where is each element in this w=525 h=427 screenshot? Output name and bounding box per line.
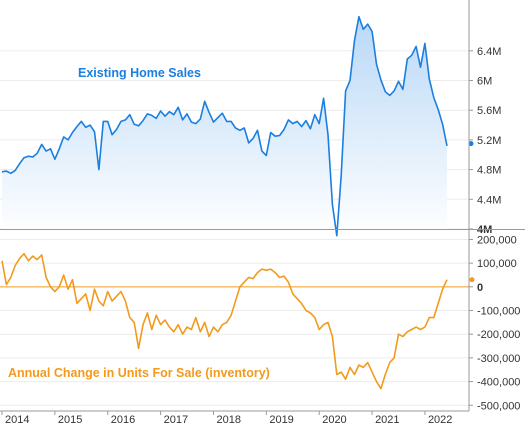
- x-tick-label: 2016: [111, 414, 135, 426]
- x-tick-label: 2022: [428, 414, 452, 426]
- bottom-y-tick-label: 100,000: [477, 258, 517, 270]
- bottom-grid: [0, 238, 469, 406]
- bottom-y-ticks: 200,000 100,000 0 -100,000 -200,000 -300,000 -…: [469, 234, 520, 412]
- bottom-y-tick-label: -300,000: [477, 353, 520, 365]
- x-tick-label: 2014: [5, 414, 29, 426]
- top-y-tick-label: 4.4M: [477, 194, 501, 206]
- x-tick-label: 2015: [58, 414, 82, 426]
- bottom-y-tick-label: -400,000: [477, 377, 520, 389]
- home-sales-series-label: Existing Home Sales: [78, 66, 201, 80]
- top-y-tick-label: 4.8M: [477, 165, 501, 177]
- top-y-tick-label: 5.6M: [477, 105, 501, 117]
- bottom-y-tick-label: -200,000: [477, 329, 520, 341]
- top-y-tick-label: 6.4M: [477, 46, 501, 58]
- inventory-current-marker: [469, 277, 475, 283]
- x-tick-label: 2020: [322, 414, 346, 426]
- bottom-y-tick-label: -500,000: [477, 400, 520, 412]
- home-sales-current-marker: [468, 141, 474, 147]
- top-y-tick-label: 5.2M: [477, 135, 501, 147]
- x-tick-label: 2019: [269, 414, 293, 426]
- x-tick-label: 2017: [164, 414, 188, 426]
- x-axis-ticks: 2014 2015 2016 2017 2018 2019 2020 2021 2022: [1, 411, 452, 426]
- top-y-tick-label: 6M: [477, 76, 492, 88]
- inventory-change-line: [1, 252, 448, 390]
- inventory-change-panel: 200,000 100,000 0 -100,000 -200,000 -300,000 -…: [0, 234, 520, 412]
- home-sales-line: [1, 15, 448, 237]
- inventory-series-label: Annual Change in Units For Sale (invento…: [8, 366, 270, 380]
- home-sales-area: [2, 16, 447, 236]
- x-tick-label: 2018: [216, 414, 240, 426]
- bottom-y-tick-label: 0: [477, 282, 483, 294]
- bottom-y-tick-label: -100,000: [477, 306, 520, 318]
- bottom-y-tick-label: 200,000: [477, 234, 517, 246]
- x-tick-label: 2021: [375, 414, 399, 426]
